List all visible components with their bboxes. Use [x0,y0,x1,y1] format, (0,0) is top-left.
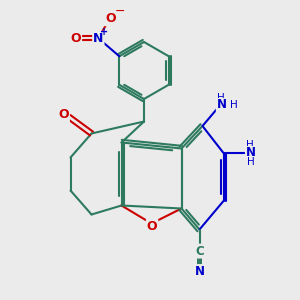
Text: C: C [195,244,204,258]
Text: H: H [217,93,224,103]
Text: O: O [147,220,158,233]
Text: O: O [58,108,69,122]
Text: +: + [100,27,108,37]
Text: N: N [245,146,256,160]
Text: H: H [246,140,254,150]
Text: H: H [247,157,254,167]
Text: N: N [216,98,226,112]
Text: −: − [115,5,125,18]
Text: N: N [194,265,205,278]
Text: O: O [105,12,116,25]
Text: N: N [93,32,104,45]
Text: O: O [70,32,81,45]
Text: H: H [230,100,238,110]
